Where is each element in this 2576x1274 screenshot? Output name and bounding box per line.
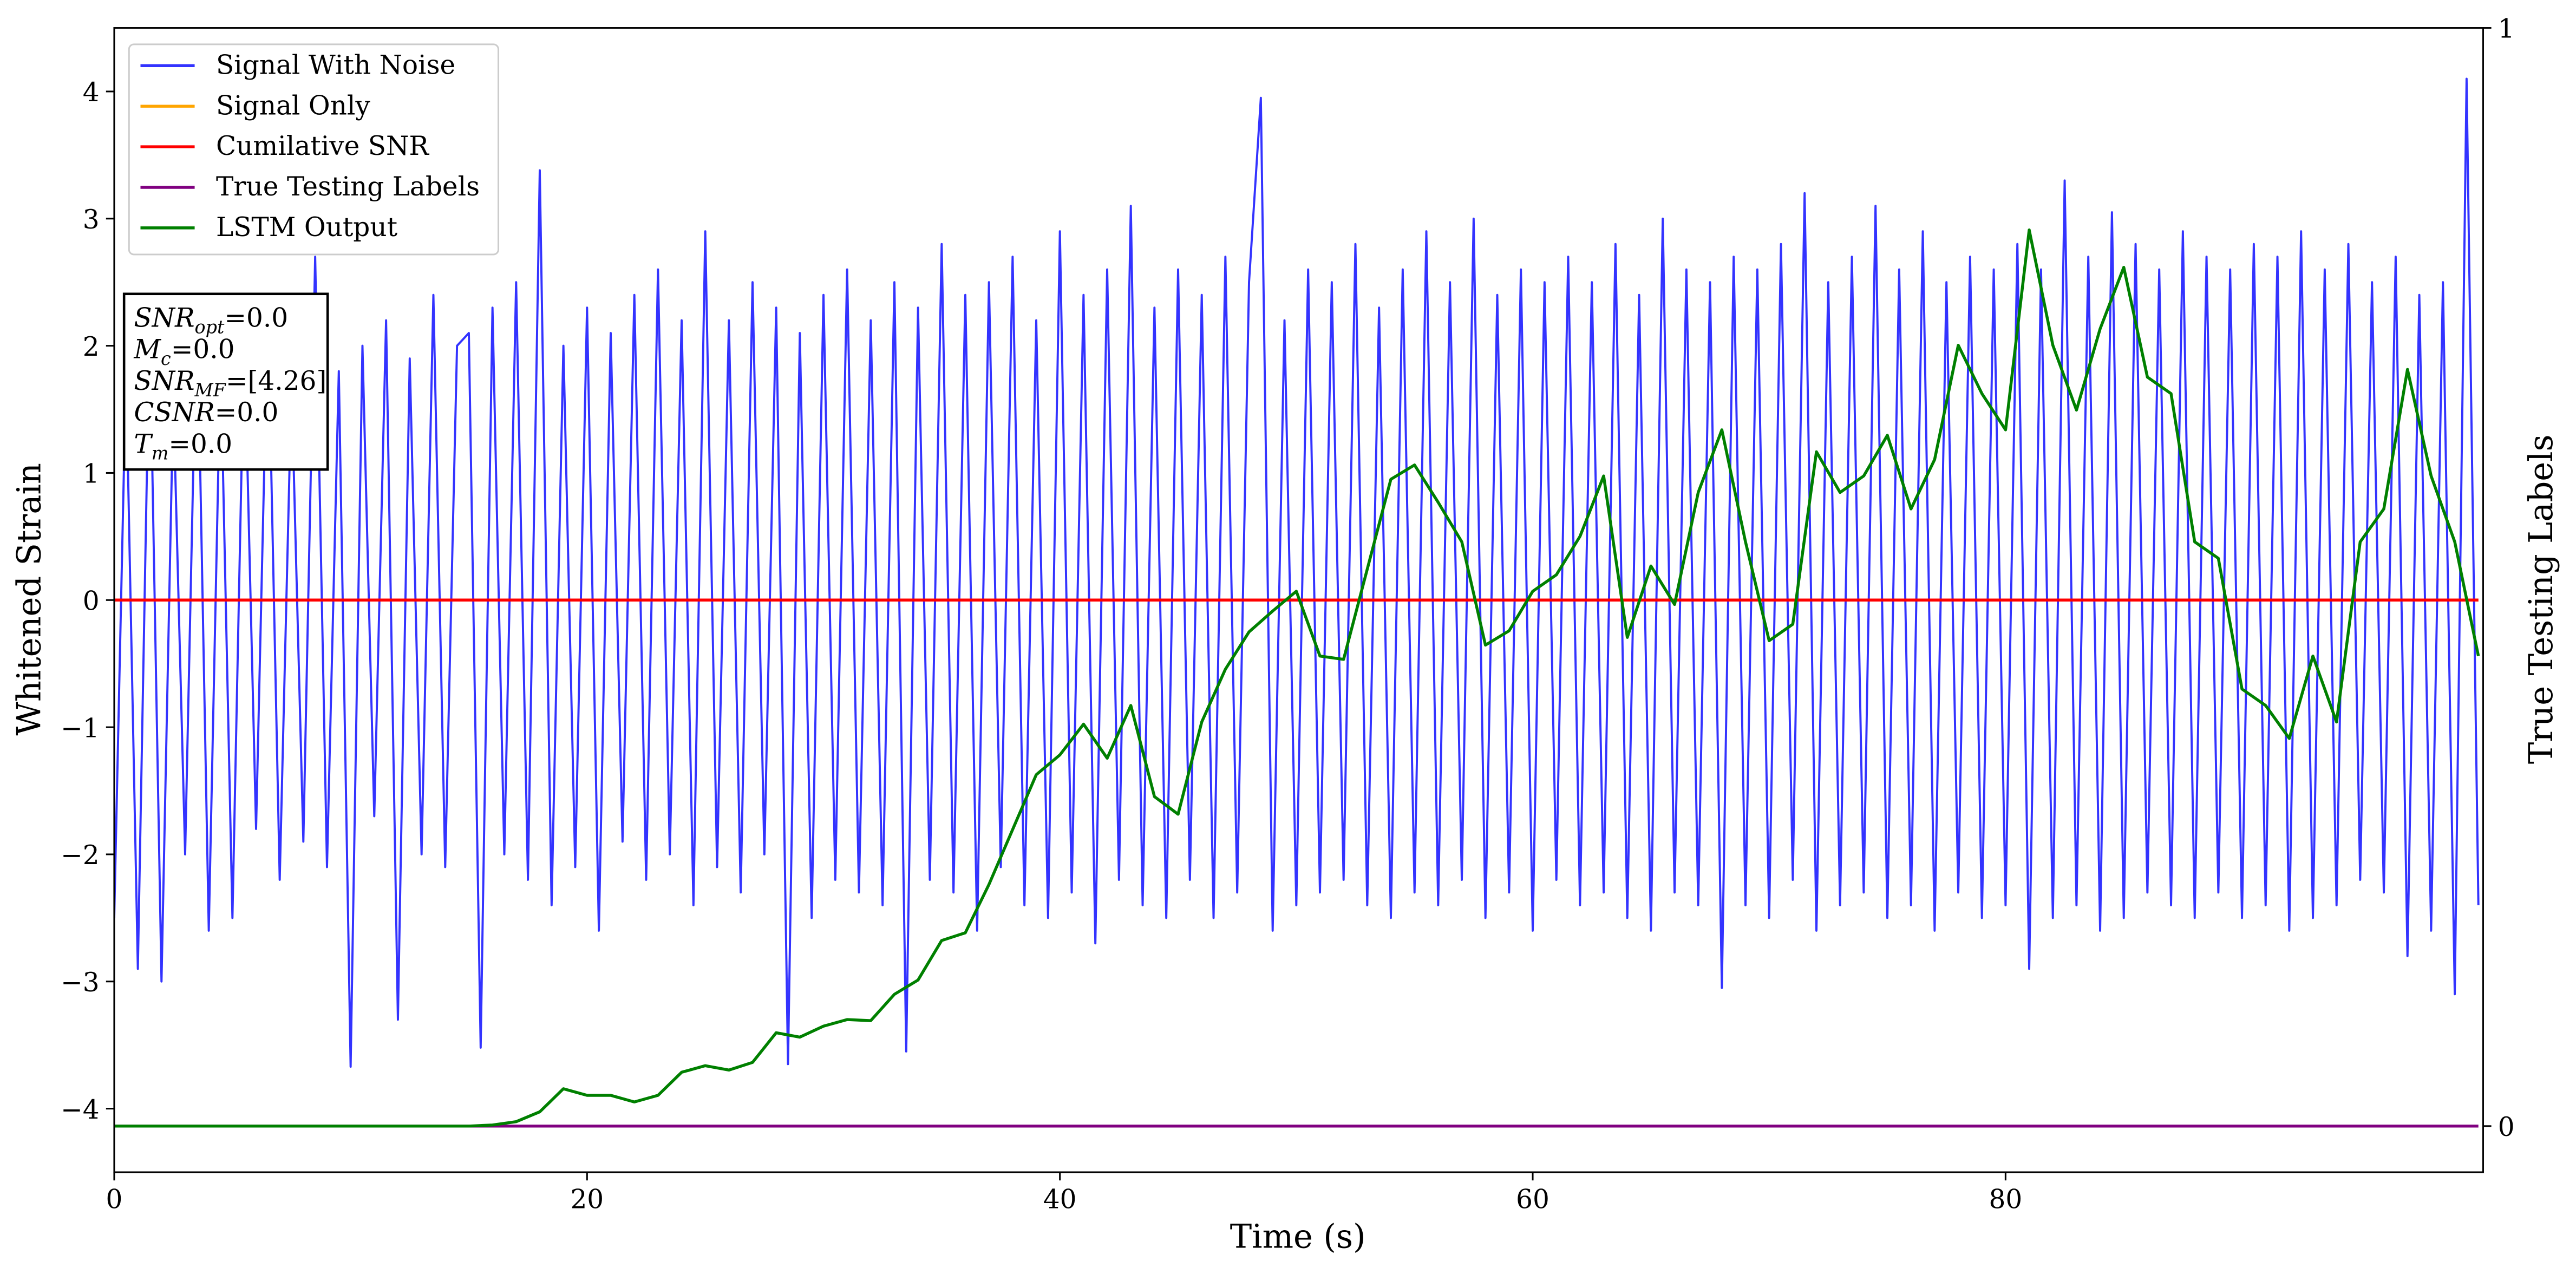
legend-label: Signal With Noise [216, 50, 455, 80]
y2-tick-label: 1 [2498, 14, 2515, 44]
annotation: SNRopt=0.0Mc=0.0SNRMF=[4.26]CSNR=0.0Tm=0… [122, 292, 329, 471]
y-axis-label: Whitened Strain [11, 463, 49, 735]
annotation-line: Tm=0.0 [134, 429, 232, 463]
y-tick-label: 2 [83, 332, 100, 362]
annotation-subscript: m [152, 442, 169, 463]
y-tick-label: −4 [61, 1095, 100, 1125]
annotation-line: SNRopt=0.0 [134, 303, 288, 337]
annotation-subscript: MF [194, 380, 227, 401]
y-tick-label: −3 [61, 968, 100, 998]
x-tick-label: 0 [106, 1185, 123, 1215]
annotation-line: CSNR=0.0 [134, 397, 278, 428]
legend-box [128, 43, 500, 256]
annotation-symbol: M [133, 335, 161, 365]
y-tick-label: 3 [83, 205, 100, 235]
x-axis-label: Time (s) [1230, 1218, 1366, 1256]
y-tick-label: −1 [61, 713, 100, 743]
annotation-subscript: opt [195, 317, 225, 338]
y2-axis-label: True Testing Labels [2522, 434, 2560, 764]
legend-label: Cumilative SNR [216, 131, 429, 161]
annotation-symbol: SNR [134, 366, 194, 396]
y-tick-label: 4 [83, 77, 100, 108]
x-tick-label: 60 [1516, 1185, 1549, 1215]
legend-label: Signal Only [216, 90, 370, 121]
annotation-symbol: CSNR [134, 397, 214, 428]
annotation-subscript: c [161, 348, 171, 369]
legend: Signal With Noise Signal Only Cumilative S… [128, 43, 500, 256]
legend-label: True Testing Labels [216, 172, 480, 202]
annotation-line: Mc=0.0 [133, 335, 234, 369]
annotation-value: =0.0 [171, 335, 235, 365]
x-tick-label: 20 [570, 1185, 604, 1215]
annotation-line: SNRMF=[4.26] [134, 366, 326, 401]
x-tick-label: 80 [1989, 1185, 2023, 1215]
annotation-value: =0.0 [168, 429, 232, 459]
annotation-value: =0.0 [224, 303, 288, 333]
annotation-symbol: SNR [134, 303, 194, 333]
series-line [114, 228, 2480, 1128]
y-tick-label: −2 [61, 840, 100, 871]
y-tick-label: 1 [83, 459, 100, 489]
legend-label: LSTM Output [216, 212, 398, 243]
annotation-value: =0.0 [215, 397, 279, 428]
y2-tick-label: 0 [2498, 1112, 2515, 1142]
series-line [114, 77, 2480, 1068]
x-tick-label: 40 [1043, 1185, 1077, 1215]
annotation-value: =[4.26] [226, 366, 326, 396]
annotation-symbol: T [134, 429, 153, 459]
y-tick-label: 0 [83, 586, 100, 616]
annotation-box [122, 292, 329, 471]
plot-frame [113, 27, 2484, 1173]
